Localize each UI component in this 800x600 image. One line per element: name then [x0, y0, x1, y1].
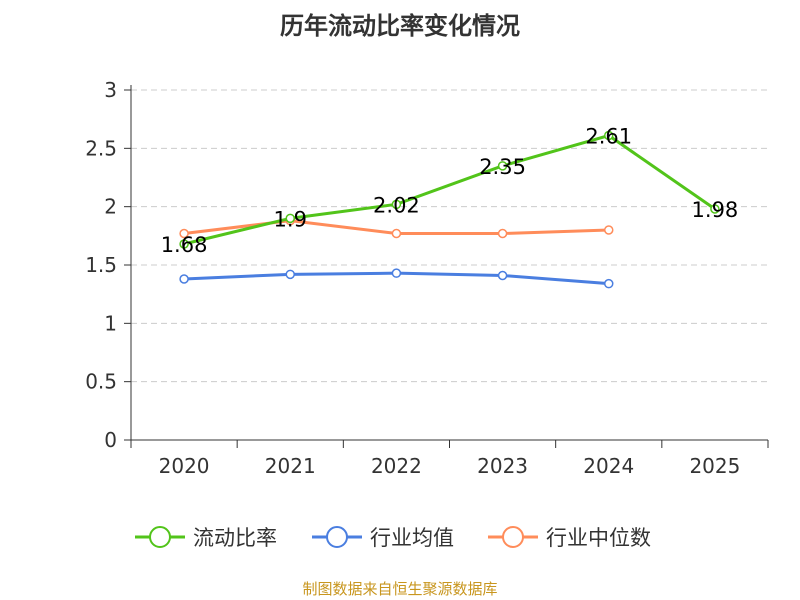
- data-label: 1.9: [274, 207, 307, 231]
- data-point: [604, 225, 614, 235]
- data-label: 1.68: [161, 233, 208, 257]
- y-tick-label: 2: [104, 195, 117, 219]
- y-tick-label: 1.5: [85, 253, 117, 277]
- source-note: 制图数据来自恒生聚源数据库: [302, 580, 498, 598]
- data-point: [391, 228, 402, 239]
- data-label: 2.02: [373, 193, 420, 217]
- data-point: [179, 274, 189, 284]
- data-point: [604, 130, 614, 141]
- data-label: 2.61: [585, 125, 632, 149]
- x-tick-label: 2024: [583, 454, 634, 478]
- data-point: [497, 228, 508, 239]
- chart-title: 历年流动比率变化情况: [280, 12, 520, 40]
- legend-marker: [502, 526, 524, 548]
- x-tick-label: 2021: [265, 454, 316, 478]
- data-point: [391, 199, 402, 210]
- y-tick-label: 2.5: [85, 136, 117, 160]
- series-line: [183, 133, 716, 246]
- y-tick-label: 1: [104, 311, 117, 335]
- y-tick-label: 0: [104, 428, 117, 452]
- data-point: [179, 239, 189, 249]
- x-tick-label: 2022: [371, 454, 422, 478]
- x-tick-label: 2025: [689, 454, 740, 478]
- legend-marker: [149, 526, 171, 548]
- y-tick-label: 0.5: [85, 370, 117, 394]
- data-label: 1.98: [692, 198, 739, 222]
- data-point: [285, 213, 295, 224]
- data-point: [497, 161, 508, 171]
- data-point: [285, 269, 295, 280]
- legend-marker: [326, 526, 348, 548]
- data-point: [497, 270, 508, 281]
- data-point: [179, 228, 189, 239]
- x-tick-label: 2020: [159, 454, 210, 478]
- x-tick-label: 2023: [477, 454, 528, 478]
- data-label: 2.35: [479, 155, 526, 179]
- legend-label: 行业中位数: [546, 526, 651, 550]
- legend-label: 行业均值: [370, 526, 454, 550]
- y-tick-label: 3: [104, 78, 117, 102]
- legend-label: 流动比率: [193, 526, 277, 550]
- data-point: [604, 278, 614, 289]
- data-point: [710, 204, 720, 214]
- data-point: [391, 268, 402, 278]
